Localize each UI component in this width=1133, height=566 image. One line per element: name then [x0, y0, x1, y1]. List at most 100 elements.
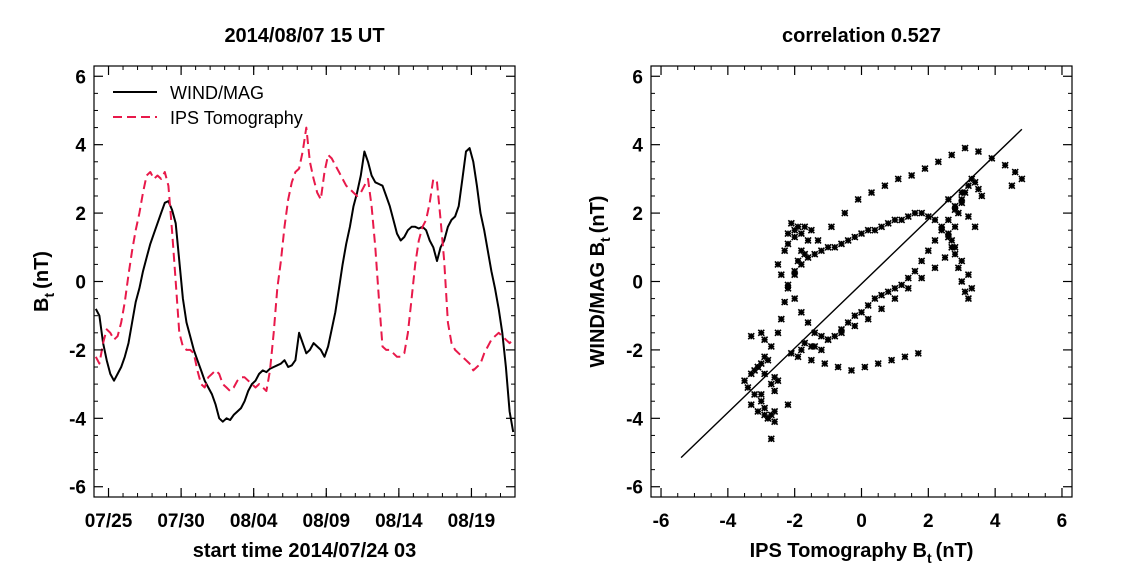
- scatter-point: [857, 230, 866, 238]
- scatter-point: [807, 356, 815, 364]
- scatter-point: [797, 260, 805, 268]
- right-plot-frame: [650, 65, 1073, 498]
- right-x-tick-label: -2: [786, 511, 803, 532]
- scatter-point: [797, 308, 805, 316]
- left-y-tick-label: 4: [75, 136, 86, 157]
- left-y-axis-label-main: B: [31, 297, 53, 311]
- scatter-point: [827, 223, 835, 231]
- scatter-point: [891, 216, 899, 224]
- legend-wind-label: WIND/MAG: [170, 83, 264, 103]
- scatter-point: [767, 411, 775, 419]
- right-x-tick-label: -6: [653, 511, 670, 532]
- scatter-point: [807, 342, 815, 351]
- scatter-point: [918, 257, 926, 265]
- scatter-point: [831, 243, 839, 251]
- scatter-point: [914, 349, 922, 357]
- scatter-point: [774, 377, 782, 385]
- scatter-point: [764, 356, 772, 364]
- scatter-point: [794, 223, 802, 231]
- scatter-point: [821, 360, 829, 368]
- scatter-point: [961, 188, 969, 197]
- scatter-point: [867, 188, 876, 197]
- scatter-point: [767, 342, 775, 351]
- scatter-point: [811, 329, 819, 337]
- scatter-point: [754, 407, 762, 416]
- time-series-panel: 2014/08/07 15 UT start time 2014/07/24 0…: [31, 25, 516, 562]
- scatter-point: [771, 407, 779, 416]
- scatter-point: [874, 360, 882, 368]
- scatter-point: [864, 301, 872, 310]
- scatter-point: [954, 209, 962, 217]
- right-x-axis-label: IPS Tomography Bt (nT): [750, 540, 974, 566]
- scatter-point: [747, 401, 755, 409]
- scatter-point: [891, 295, 899, 303]
- ips-tomography-line: [94, 126, 514, 392]
- scatter-point: [961, 144, 969, 152]
- scatter-point: [817, 247, 825, 255]
- scatter-point: [771, 387, 779, 395]
- scatter-point: [964, 212, 972, 221]
- scatter-point: [918, 274, 926, 282]
- right-y-tick-label: 0: [632, 273, 643, 294]
- scatter-point: [801, 339, 809, 347]
- scatter-point: [904, 212, 912, 221]
- scatter-point: [951, 250, 959, 258]
- scatter-point: [837, 329, 846, 337]
- scatter-point: [784, 401, 792, 409]
- scatter-point: [958, 188, 966, 197]
- scatter-point: [964, 182, 972, 190]
- scatter-point: [781, 298, 789, 306]
- scatter-point: [954, 264, 962, 272]
- scatter-point: [974, 185, 983, 193]
- right-x-tick-label: 4: [990, 511, 1001, 532]
- scatter-point: [857, 308, 866, 316]
- scatter-point: [904, 284, 912, 292]
- left-x-tick-label: 08/14: [375, 511, 423, 532]
- scatter-point: [757, 397, 765, 405]
- scatter-point: [1008, 182, 1016, 190]
- right-y-axis-label-main: WIND/MAG B: [587, 242, 609, 368]
- scatter-point: [911, 267, 919, 275]
- right-y-tick-label: -6: [626, 478, 643, 499]
- scatter-point: [877, 223, 886, 231]
- scatter-point: [787, 219, 795, 227]
- left-x-tick-label: 08/09: [303, 511, 351, 532]
- scatter-point: [888, 356, 896, 364]
- scatter-point: [1011, 168, 1019, 176]
- scatter-point: [817, 346, 825, 354]
- left-x-axis-label: start time 2014/07/24 03: [193, 540, 417, 562]
- scatter-point: [938, 226, 946, 234]
- scatter-point: [757, 329, 765, 337]
- scatter-point: [804, 318, 812, 327]
- scatter-point: [740, 377, 749, 385]
- scatter-point: [777, 315, 785, 323]
- left-y-axis-label-sub: t: [41, 292, 57, 297]
- scatter-point: [804, 253, 812, 262]
- scatter-point: [877, 305, 886, 313]
- scatter-point: [958, 257, 966, 265]
- left-y-tick-label: 0: [75, 273, 86, 294]
- scatter-point: [924, 212, 932, 221]
- scatter-point: [864, 226, 872, 234]
- scatter-point: [877, 291, 886, 299]
- scatter-point: [891, 284, 899, 292]
- scatter-point: [837, 325, 846, 333]
- scatter-point: [871, 295, 879, 303]
- scatter-point: [834, 363, 842, 371]
- scatter-point: [951, 223, 959, 231]
- scatter-point: [864, 315, 872, 323]
- scatter-point: [884, 288, 892, 296]
- scatter-point: [894, 175, 902, 183]
- scatter-point: [958, 195, 966, 203]
- left-plot-frame: [93, 65, 516, 498]
- right-y-axis-label-sub: t: [597, 237, 613, 242]
- scatter-point: [911, 209, 919, 217]
- scatter-point: [744, 383, 752, 392]
- scatter-point: [931, 216, 939, 224]
- scatter-point: [881, 182, 889, 190]
- scatter-point: [747, 332, 755, 340]
- scatter-point: [951, 206, 959, 214]
- scatter-point: [771, 418, 779, 426]
- scatter-point: [898, 216, 906, 224]
- scatter-point: [1001, 161, 1009, 169]
